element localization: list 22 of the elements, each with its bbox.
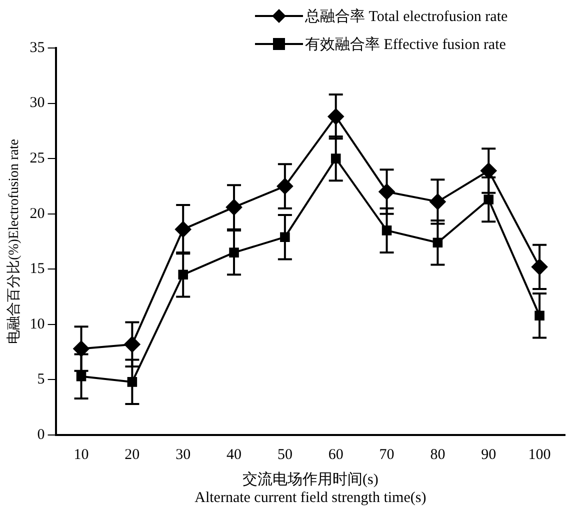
y-tick-label: 20: [30, 206, 45, 222]
y-tick-label: 25: [30, 150, 45, 167]
y-tick-label: 0: [37, 426, 45, 443]
x-tick-label: 90: [481, 446, 496, 463]
x-tick-label: 10: [74, 446, 89, 463]
x-tick-label: 20: [124, 446, 140, 463]
x-tick-label: 50: [277, 446, 292, 463]
y-tick-label: 15: [30, 261, 45, 278]
x-tick-label: 100: [528, 446, 551, 463]
x-tick-label: 30: [176, 446, 191, 463]
legend-label: 总融合率 Total electrofusion rate: [305, 7, 508, 26]
y-tick-label: 35: [30, 40, 45, 56]
x-tick-label: 70: [379, 446, 394, 463]
x-tick-label: 60: [328, 446, 344, 463]
y-tick-label: 10: [30, 316, 45, 332]
legend-label: 有效融合率 Effective fusion rate: [305, 35, 506, 54]
x-axis-title: 交流电场作用时间(s) Alternate current field strength time(s): [194, 470, 426, 506]
x-tick-label: 40: [226, 446, 242, 463]
x-tick-label: 80: [430, 446, 446, 463]
y-tick-label: 30: [30, 95, 45, 112]
y-axis-title: 电融合百分比(%)Electrofusion rate: [6, 139, 22, 344]
y-tick-label: 5: [37, 372, 45, 388]
